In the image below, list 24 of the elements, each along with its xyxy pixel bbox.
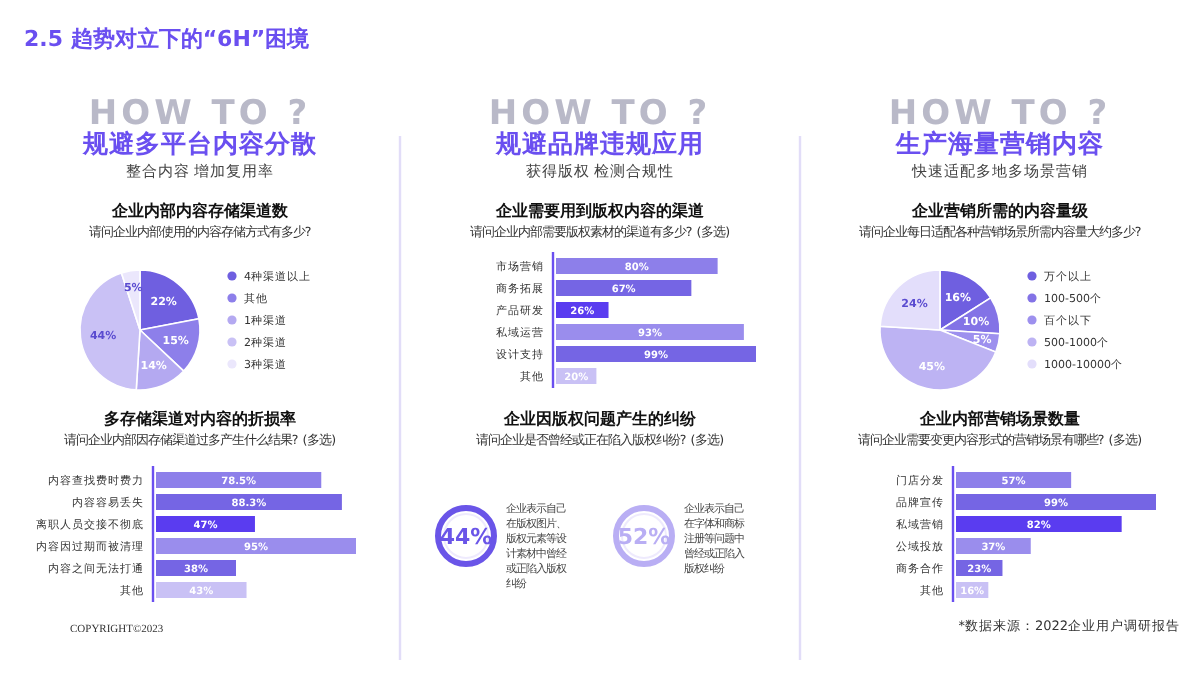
bar bbox=[556, 258, 718, 274]
bar bbox=[156, 582, 247, 598]
bar bbox=[556, 324, 744, 340]
bar bbox=[956, 472, 1072, 488]
bar bbox=[156, 538, 356, 554]
bar bbox=[556, 280, 692, 296]
text: 企业因版权问题产生的纠纷 bbox=[502, 410, 698, 428]
text: 规避品牌违规应用 bbox=[494, 128, 704, 158]
bar bbox=[956, 494, 1156, 510]
bar bbox=[556, 346, 756, 362]
chart-title: 企业内部营销场景数量 bbox=[918, 410, 1080, 428]
bar bbox=[156, 494, 342, 510]
chart-title: 企业内部内容存储渠道数 bbox=[110, 200, 290, 220]
data-label: 52% bbox=[617, 524, 671, 550]
chart-title: 多存储渠道对内容的折损率 bbox=[104, 408, 296, 428]
text: 2.5 趋势对立下的“6H”困境 bbox=[24, 26, 312, 52]
bar bbox=[956, 516, 1122, 532]
chart-title: 企业营销所需的内容量级 bbox=[910, 200, 1090, 220]
text: 生产海量营销内容 bbox=[894, 128, 1104, 158]
text: 规避多平台内容分散 bbox=[81, 128, 319, 158]
chart-title: 企业需要用到版权内容的渠道 bbox=[494, 200, 706, 220]
bar bbox=[156, 516, 255, 532]
data-label: 44% bbox=[439, 524, 493, 550]
bar bbox=[156, 472, 322, 488]
